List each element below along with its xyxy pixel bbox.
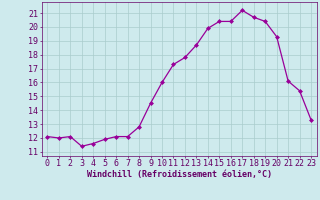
X-axis label: Windchill (Refroidissement éolien,°C): Windchill (Refroidissement éolien,°C)	[87, 170, 272, 179]
